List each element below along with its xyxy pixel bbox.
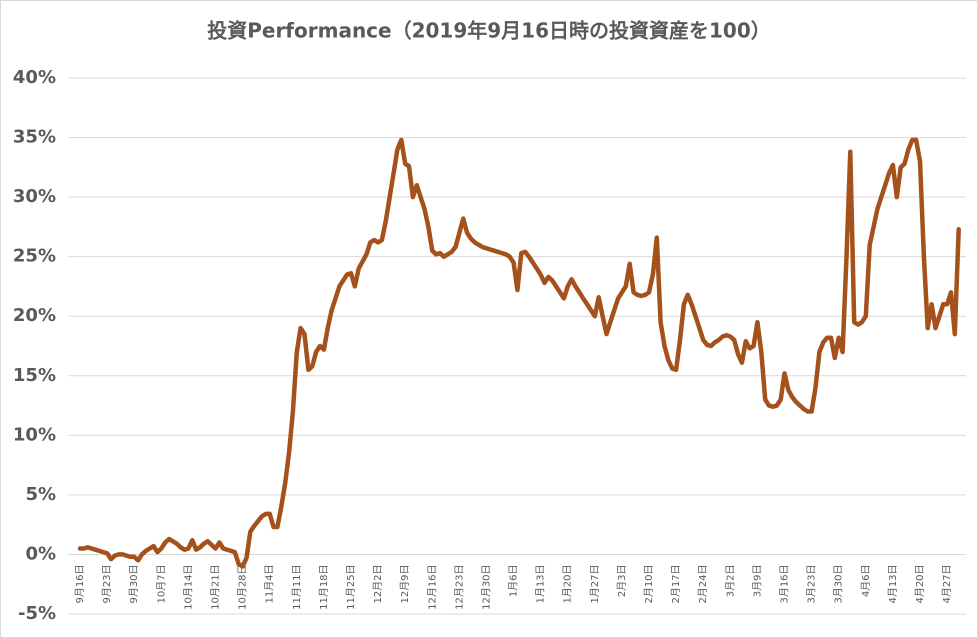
- x-tick-label: 3月2日: [724, 564, 736, 597]
- x-tick-label: 1月27日: [589, 564, 601, 603]
- x-tick-label: 12月9日: [399, 564, 411, 603]
- x-tick-label: 12月30日: [480, 564, 492, 609]
- x-tick-label: 4月6日: [860, 564, 872, 597]
- x-tick-label: 2月24日: [697, 564, 709, 603]
- x-tick-label: 9月23日: [101, 564, 113, 603]
- y-tick-label: 25%: [13, 246, 56, 267]
- x-tick-label: 2月3日: [616, 564, 628, 597]
- y-tick-label: 15%: [13, 365, 56, 386]
- x-tick-label: 10月28日: [237, 564, 249, 609]
- x-tick-label: 11月25日: [345, 564, 357, 609]
- x-tick-label: 10月21日: [209, 564, 221, 609]
- x-tick-label: 3月23日: [806, 564, 818, 603]
- x-tick-label: 1月6日: [508, 564, 520, 597]
- x-tick-label: 9月16日: [74, 564, 86, 603]
- x-tick-label: 2月17日: [670, 564, 682, 603]
- y-tick-label: 30%: [13, 186, 56, 207]
- y-tick-label: 5%: [25, 484, 56, 505]
- x-tick-label: 3月16日: [779, 564, 791, 603]
- x-tick-label: 4月13日: [887, 564, 899, 603]
- x-tick-label: 9月30日: [128, 564, 140, 603]
- x-tick-label: 11月11日: [291, 564, 303, 609]
- x-tick-label: 11月18日: [318, 564, 330, 609]
- x-tick-label: 11月4日: [264, 564, 276, 603]
- x-tick-label: 2月10日: [643, 564, 655, 603]
- x-tick-label: 12月2日: [372, 564, 384, 603]
- y-tick-label: 0%: [25, 543, 56, 564]
- chart-title: 投資Performance（2019年9月16日時の投資資産を100）: [207, 19, 771, 43]
- y-tick-label: 10%: [13, 424, 56, 445]
- x-tick-label: 3月30日: [833, 564, 845, 603]
- x-tick-label: 4月20日: [914, 564, 926, 603]
- x-tick-label: 1月13日: [535, 564, 547, 603]
- x-tick-label: 10月7日: [155, 564, 167, 603]
- y-tick-label: 35%: [13, 127, 56, 148]
- x-tick-label: 12月23日: [453, 564, 465, 609]
- y-tick-label: -5%: [18, 603, 56, 624]
- y-tick-label: 20%: [13, 305, 56, 326]
- line-series: [77, 137, 961, 569]
- x-tick-label: 3月9日: [751, 564, 763, 597]
- x-tick-label: 1月20日: [562, 564, 574, 603]
- x-tick-label: 4月27日: [941, 564, 953, 603]
- x-tick-label: 10月14日: [182, 564, 194, 609]
- y-tick-label: 40%: [13, 67, 56, 88]
- x-tick-label: 12月16日: [426, 564, 438, 609]
